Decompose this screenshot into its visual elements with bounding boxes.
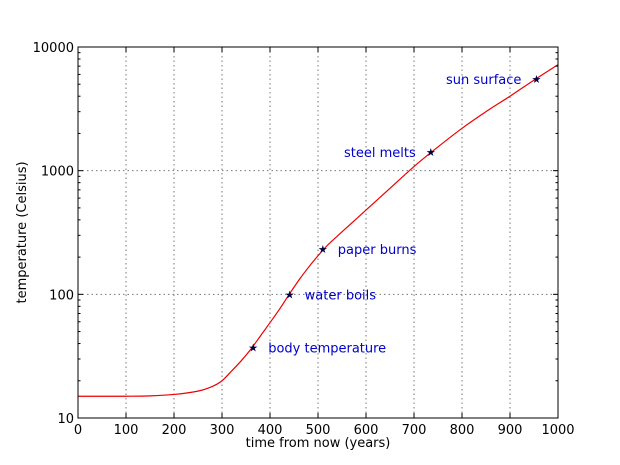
x-tick-label: 0 <box>74 423 82 438</box>
annotation-marker: ★ <box>248 342 258 355</box>
annotation-label: body temperature <box>268 342 386 357</box>
annotation-marker: ★ <box>285 288 295 301</box>
x-tick-label: 1000 <box>541 423 574 438</box>
x-tick-label: 700 <box>402 423 427 438</box>
x-tick-label: 100 <box>114 423 139 438</box>
x-tick-label: 900 <box>498 423 523 438</box>
x-tick-label: 500 <box>306 423 331 438</box>
annotation-marker: ★ <box>318 243 328 256</box>
y-tick-label: 10 <box>57 412 74 427</box>
annotation-marker: ★ <box>531 73 541 86</box>
annotation-marker: ★ <box>426 146 436 159</box>
grid <box>78 47 558 418</box>
x-tick-label: 200 <box>162 423 187 438</box>
x-tick-label: 800 <box>450 423 475 438</box>
y-tick-label: 10000 <box>33 41 74 56</box>
markers-layer: ★ body temperature ★ water boils ★ paper burn… <box>248 73 541 357</box>
y-axis-label: temperature (Celsius) <box>15 161 30 303</box>
axis-ticks: 0 100 200 300 400 500 600 700 800 900 1000 10 100 100… <box>33 41 575 438</box>
annotation-label: sun surface <box>446 73 521 88</box>
annotation-label: paper burns <box>338 243 417 258</box>
annotation-label: steel melts <box>344 146 416 161</box>
y-tick-label: 1000 <box>41 165 74 180</box>
y-tick-label: 100 <box>49 288 74 303</box>
x-tick-label: 300 <box>210 423 235 438</box>
series-layer <box>77 64 559 397</box>
annotation-label: water boils <box>305 288 377 303</box>
temperature-curve <box>77 64 559 397</box>
x-axis-label: time from now (years) <box>246 436 391 451</box>
x-tick-label: 400 <box>258 423 283 438</box>
x-tick-label: 600 <box>354 423 379 438</box>
